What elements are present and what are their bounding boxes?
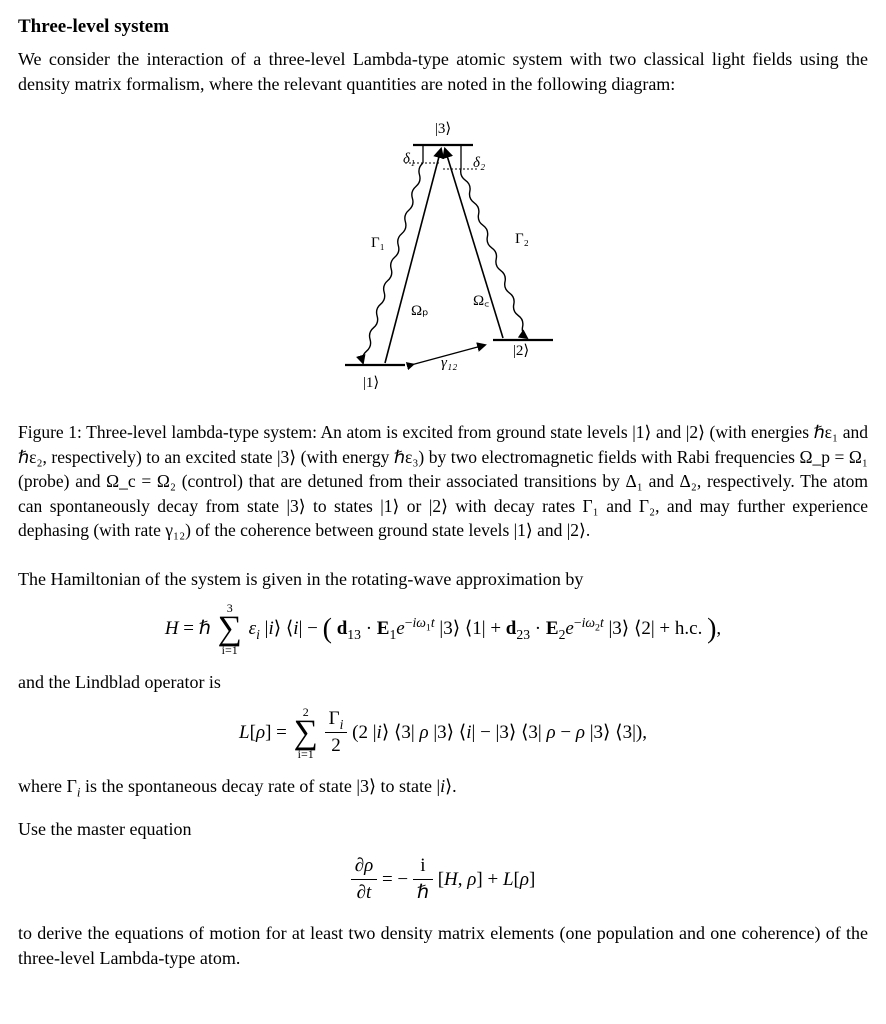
svg-text:Γ₁: Γ₁: [371, 235, 385, 251]
master-equation: ∂ρ∂t = − iℏ [H, ρ] + L[ρ]: [18, 853, 868, 907]
caption-body: Three-level lambda-type system: An atom …: [18, 422, 868, 540]
svg-text:|2⟩: |2⟩: [513, 343, 529, 359]
section-heading: Three-level system: [18, 14, 868, 41]
hamiltonian-equation: H = ℏ 3 ∑ i=1 εi |i⟩ ⟨i| − ( d13 · E1e−i…: [18, 602, 868, 657]
svg-text:Γ₂: Γ₂: [515, 231, 529, 247]
figure-caption: Figure 1: Three-level lambda-type system…: [18, 420, 868, 543]
svg-text:Ωₚ: Ωₚ: [411, 303, 429, 319]
svg-text:|3⟩: |3⟩: [435, 121, 451, 137]
master-intro: Use the master equation: [18, 817, 868, 842]
lindblad-intro: and the Lindblad operator is: [18, 670, 868, 695]
svg-text:|1⟩: |1⟩: [363, 375, 379, 391]
caption-prefix: Figure 1:: [18, 422, 82, 442]
hamiltonian-intro: The Hamiltonian of the system is given i…: [18, 567, 868, 592]
gamma-definition: where Γi is the spontaneous decay rate o…: [18, 774, 868, 799]
svg-text:γ₁₂: γ₁₂: [441, 355, 457, 371]
lindblad-equation: L[ρ] = 2 ∑ i=1 Γi2 (2 |i⟩ ⟨3| ρ |3⟩ ⟨i| …: [18, 706, 868, 761]
final-paragraph: to derive the equations of motion for at…: [18, 921, 868, 971]
intro-paragraph: We consider the interaction of a three-l…: [18, 47, 868, 97]
svg-text:δ₂: δ₂: [473, 155, 485, 171]
energy-level-diagram: |3⟩ |1⟩ |2⟩ δ₁ δ₂ Γ₁ Γ₂ Ωₚ Ω꜀ γ₁₂: [18, 115, 868, 412]
svg-text:Ω꜀: Ω꜀: [473, 293, 489, 309]
svg-text:δ₁: δ₁: [403, 151, 415, 167]
